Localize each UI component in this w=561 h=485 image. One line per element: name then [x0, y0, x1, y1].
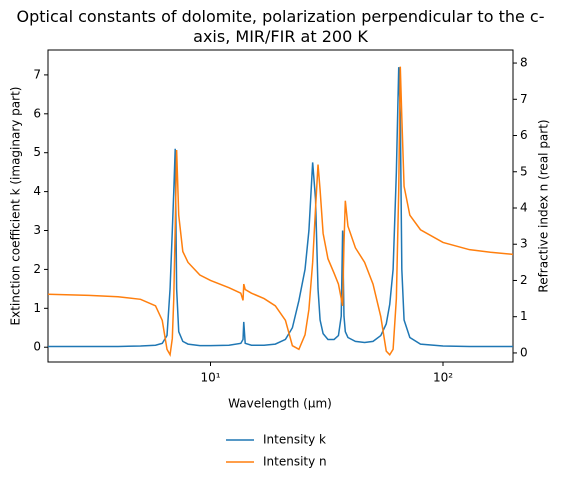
- y-tick-label: 7: [33, 67, 41, 81]
- x-axis-label: Wavelength (μm): [228, 397, 332, 411]
- y-tick-label: 3: [33, 223, 41, 237]
- y2-tick-label: 1: [520, 309, 528, 323]
- y2-tick-label: 6: [520, 128, 528, 142]
- y-tick-label: 0: [33, 340, 41, 354]
- y2-tick-label: 3: [520, 237, 528, 251]
- y2-tick-label: 4: [520, 200, 528, 214]
- plot-frame: [47, 49, 514, 363]
- x-tick-label: 10²: [433, 371, 453, 385]
- y-tick-label: 6: [33, 106, 41, 120]
- legend-label: Intensity n: [263, 455, 327, 469]
- y-tick-label: 2: [33, 262, 41, 276]
- y-tick-label: 1: [33, 301, 41, 315]
- y2-axis-label: Refractive index n (real part): [537, 119, 551, 292]
- y2-tick-label: 7: [520, 92, 528, 106]
- chart-title: Optical constants of dolomite, polarizat…: [16, 7, 545, 46]
- series-line: [48, 66, 513, 358]
- y2-tick-label: 0: [520, 345, 528, 359]
- y-axis-label: Extinction coefficient k (imaginary part…: [9, 87, 23, 326]
- y-tick-label: 5: [33, 145, 41, 159]
- y2-tick-label: 8: [520, 56, 528, 70]
- x-tick-label: 10¹: [200, 371, 220, 385]
- y2-tick-label: 2: [520, 273, 528, 287]
- y-tick-label: 4: [33, 184, 41, 198]
- series-line: [48, 67, 513, 348]
- legend-label: Intensity k: [263, 433, 326, 447]
- y2-tick-label: 5: [520, 164, 528, 178]
